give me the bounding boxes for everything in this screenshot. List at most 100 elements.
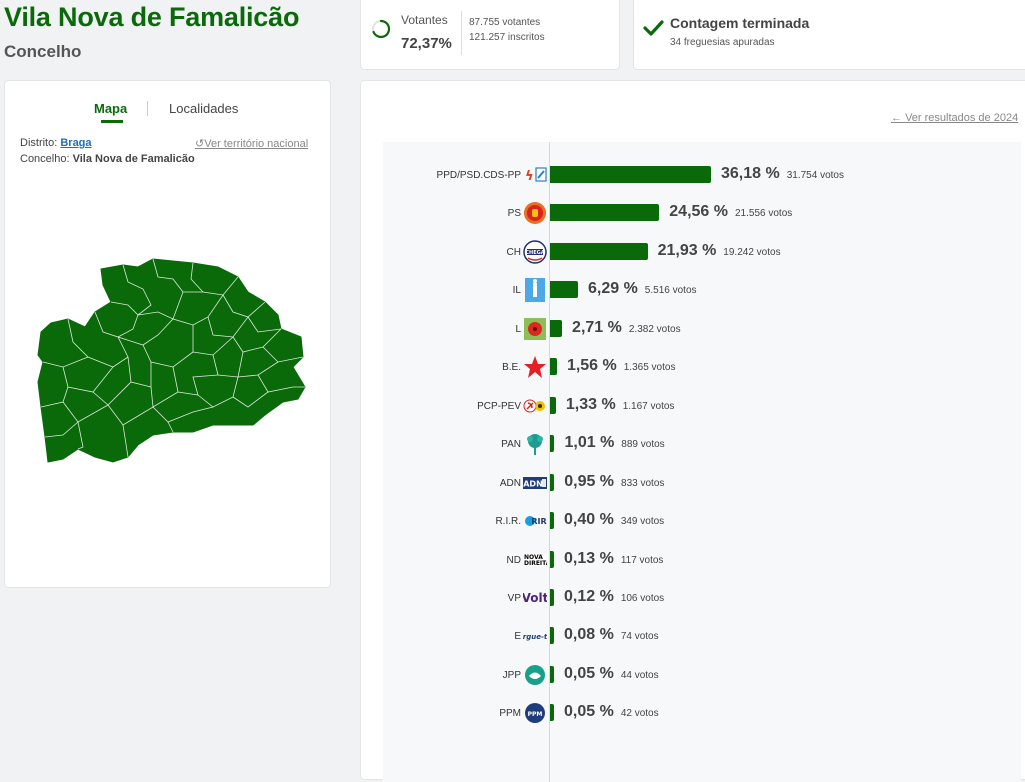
map-panel: Mapa Localidades Distrito: Braga Concelh… xyxy=(4,80,331,588)
party-name: PPM xyxy=(499,708,521,720)
party-percent: 0,12 % xyxy=(564,587,614,605)
map-outline xyxy=(37,258,306,463)
concelho-value: Vila Nova de Famalicão xyxy=(72,153,195,165)
ver-territorio-label: Ver território nacional xyxy=(204,138,309,150)
party-votes: 42 votos xyxy=(620,708,659,720)
party-bar xyxy=(550,512,554,530)
chart-baseline xyxy=(549,142,550,782)
votantes-card: Votantes 72,37% 87.755 votantes 121.257 … xyxy=(360,0,620,70)
party-name: JPP xyxy=(502,669,521,681)
votantes-label: Votantes xyxy=(401,13,448,27)
party-percent: 1,01 % xyxy=(564,434,615,452)
party-percent: 0,05 % xyxy=(564,703,614,721)
distrito-label: Distrito: xyxy=(20,137,58,149)
party-row: NDNOVADIREITA 0,13 % 117 votos xyxy=(361,548,1025,572)
party-name: IL xyxy=(512,285,521,297)
ver-resultados-2024-link[interactable]: ← Ver resultados de 2024 xyxy=(891,112,1018,124)
party-row: PCP-PEV 1,33 % 1.167 votos xyxy=(361,394,1025,418)
party-bar xyxy=(550,396,556,414)
party-bar xyxy=(550,435,555,453)
il-logo xyxy=(525,278,545,303)
parish-borders xyxy=(40,258,305,458)
party-name: VP xyxy=(507,592,521,604)
tab-divider xyxy=(147,101,148,116)
contagem-card: Contagem terminada 34 freguesias apurada… xyxy=(633,0,1025,70)
svg-text:DIREITA: DIREITA xyxy=(524,560,547,567)
party-votes: 31.754 votos xyxy=(786,170,844,181)
party-percent: 2,71 % xyxy=(572,318,622,336)
page-title: Vila Nova de Famalicão xyxy=(4,2,300,32)
party-row: JPP 0,05 % 44 votos xyxy=(361,663,1025,687)
psd-cds-logo: ϟ xyxy=(525,167,547,184)
votantes-divider xyxy=(461,11,462,55)
results-panel: ← Ver resultados de 2024 PPD/PSD.CDS-PP ϟ… xyxy=(360,80,1025,782)
svg-text:NOVA: NOVA xyxy=(524,554,543,561)
svg-text:RIR: RIR xyxy=(531,517,546,526)
party-percent: 0,95 % xyxy=(564,472,615,490)
party-row: PS 24,56 % 21.556 votos xyxy=(361,201,1025,225)
results-chart-area xyxy=(383,142,1021,782)
municipality-map[interactable] xyxy=(33,257,308,467)
party-percent: 6,29 % xyxy=(587,280,638,298)
turnout-ring-icon xyxy=(371,19,391,39)
party-votes: 349 votos xyxy=(620,516,665,528)
contagem-subtitle: 34 freguesias apuradas xyxy=(670,37,775,48)
concelho-line: Concelho: Vila Nova de Famalicão xyxy=(20,153,195,165)
svg-text:ϟ: ϟ xyxy=(525,169,534,184)
party-bar xyxy=(550,319,563,337)
party-row: PPM PPM 0,05 % 42 votos xyxy=(361,701,1025,725)
party-bar xyxy=(550,358,557,376)
tab-localidades[interactable]: Localidades xyxy=(169,101,239,116)
party-name: ND xyxy=(506,554,521,566)
party-votes: 44 votos xyxy=(620,669,659,681)
be-logo xyxy=(524,356,546,379)
party-percent: 0,08 % xyxy=(564,626,614,644)
tab-mapa[interactable]: Mapa xyxy=(94,101,128,116)
livre-logo xyxy=(524,317,546,340)
party-name: B.E. xyxy=(502,362,521,374)
party-votes: 1.167 votos xyxy=(622,400,675,412)
party-name: R.I.R. xyxy=(495,516,521,528)
party-percent: 1,33 % xyxy=(565,395,616,413)
party-percent: 0,40 % xyxy=(564,511,614,529)
party-row: EErgue-te 0,08 % 74 votos xyxy=(361,624,1025,648)
party-row: L 2,71 % 2.382 votos xyxy=(361,317,1025,341)
party-name: PS xyxy=(507,208,521,220)
party-name: CH xyxy=(506,246,521,258)
party-votes: 5.516 votos xyxy=(644,285,697,297)
party-bar xyxy=(550,281,578,299)
party-bar xyxy=(550,627,554,645)
ppm-logo: PPM xyxy=(525,703,545,724)
page-subtitle: Concelho xyxy=(4,42,82,61)
party-percent: 21,93 % xyxy=(657,241,717,259)
svg-text:PPM: PPM xyxy=(528,711,543,718)
party-row: IL 6,29 % 5.516 votos xyxy=(361,278,1025,303)
party-percent: 1,56 % xyxy=(566,357,617,375)
party-votes: 833 votos xyxy=(621,477,665,489)
party-percent: 0,13 % xyxy=(564,549,614,567)
party-votes: 1.365 votos xyxy=(623,362,676,374)
party-name: ADN xyxy=(499,477,521,489)
party-name: PAN xyxy=(501,439,521,451)
party-bar xyxy=(550,166,711,183)
party-percent: 24,56 % xyxy=(669,203,728,221)
adn-logo: ADN xyxy=(523,476,547,489)
votantes-count: 87.755 votantes xyxy=(469,17,541,28)
arrow-left-icon: ← xyxy=(891,112,906,124)
svg-text:Volt: Volt xyxy=(523,591,547,605)
party-votes: 19.242 votos xyxy=(723,246,781,258)
pan-logo xyxy=(527,434,543,456)
ver-resultados-label: Ver resultados de 2024 xyxy=(905,112,1019,124)
party-bar xyxy=(550,204,660,222)
party-votes: 21.556 votos xyxy=(735,208,793,220)
party-row: PAN 1,01 % 889 votos xyxy=(361,432,1025,456)
party-row: CH CHEGA 21,93 % 19.242 votos xyxy=(361,240,1025,264)
check-icon xyxy=(643,20,664,36)
party-bar xyxy=(550,665,554,683)
ver-territorio-link[interactable]: ↺Ver território nacional xyxy=(195,137,308,150)
party-bar xyxy=(550,704,554,722)
distrito-link[interactable]: Braga xyxy=(60,137,92,149)
party-name: PCP-PEV xyxy=(477,400,521,412)
